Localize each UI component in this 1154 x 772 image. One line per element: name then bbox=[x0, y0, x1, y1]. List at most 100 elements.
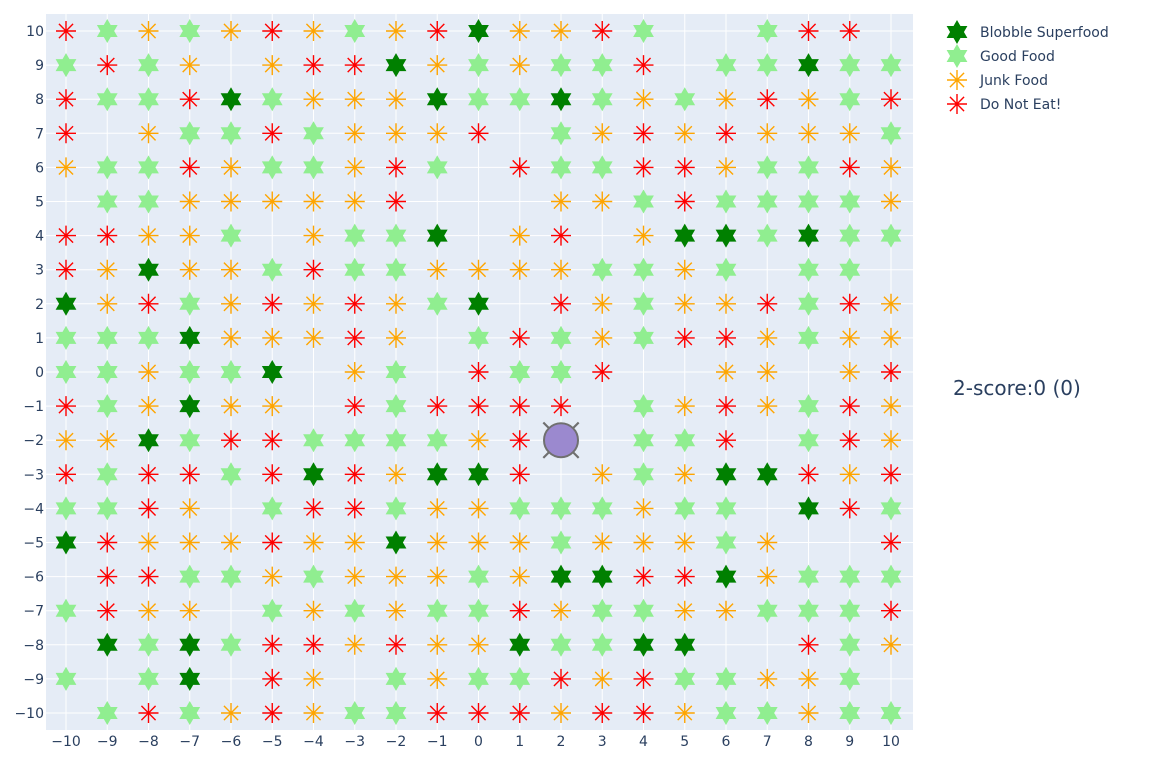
junk-food-marker bbox=[881, 293, 901, 314]
good-food-marker bbox=[880, 53, 902, 78]
junk-food-marker bbox=[386, 566, 406, 587]
junk-food-marker bbox=[716, 362, 736, 382]
good-food-marker bbox=[509, 87, 531, 112]
do-not-eat-marker bbox=[839, 157, 860, 178]
junk-food-marker bbox=[303, 293, 324, 314]
good-food-marker bbox=[138, 87, 159, 112]
do-not-eat-marker bbox=[344, 55, 365, 76]
superfood-marker bbox=[220, 87, 242, 112]
good-food-marker bbox=[344, 428, 366, 453]
good-food-marker bbox=[798, 291, 819, 316]
good-food-marker bbox=[426, 598, 448, 623]
good-food-marker bbox=[385, 666, 407, 691]
good-food-marker bbox=[179, 701, 201, 725]
good-food-marker bbox=[839, 632, 861, 657]
good-food-marker bbox=[715, 257, 737, 282]
do-not-eat-marker bbox=[427, 396, 448, 417]
score-label: 2-score:0 (0) bbox=[953, 376, 1081, 400]
junk-food-marker bbox=[386, 123, 406, 144]
do-not-eat-marker bbox=[221, 430, 241, 451]
x-tick-label: 6 bbox=[722, 734, 731, 750]
junk-food-marker bbox=[509, 566, 530, 587]
junk-food-marker bbox=[344, 157, 365, 178]
good-food-marker bbox=[591, 632, 613, 657]
junk-food-marker bbox=[221, 327, 241, 348]
do-not-eat-marker bbox=[303, 634, 324, 655]
good-food-marker bbox=[880, 564, 902, 589]
superfood-marker bbox=[138, 428, 159, 453]
good-food-marker bbox=[591, 53, 613, 78]
good-food-marker bbox=[96, 701, 118, 725]
do-not-eat-marker bbox=[592, 21, 613, 41]
good-food-marker bbox=[674, 666, 696, 691]
superfood-marker bbox=[550, 87, 572, 112]
x-tick-label: 8 bbox=[804, 734, 813, 750]
do-not-eat-marker bbox=[716, 123, 736, 144]
good-food-marker bbox=[756, 155, 778, 180]
do-not-eat-marker bbox=[798, 464, 819, 485]
junk-food-marker bbox=[221, 293, 241, 314]
good-food-marker bbox=[303, 121, 324, 146]
do-not-eat-marker bbox=[757, 89, 778, 110]
good-food-marker bbox=[468, 53, 489, 78]
x-tick-label: −3 bbox=[344, 734, 365, 750]
junk-food-marker bbox=[427, 498, 448, 519]
y-tick-label: −8 bbox=[23, 638, 44, 654]
good-food-marker bbox=[385, 257, 407, 282]
good-food-marker bbox=[55, 325, 77, 350]
junk-food-marker bbox=[179, 498, 200, 519]
junk-food-marker bbox=[303, 703, 324, 723]
junk-food-marker bbox=[551, 21, 571, 41]
good-food-marker bbox=[798, 564, 819, 589]
legend-item-superfood[interactable]: Blobble Superfood bbox=[946, 20, 1109, 44]
superfood-marker bbox=[426, 87, 448, 112]
do-not-eat-marker bbox=[179, 89, 200, 110]
good-food-marker bbox=[179, 360, 201, 384]
junk-food-marker bbox=[344, 123, 365, 144]
good-food-marker bbox=[715, 530, 737, 555]
do-not-eat-marker bbox=[56, 464, 76, 485]
good-food-marker bbox=[261, 87, 283, 112]
junk-food-marker bbox=[97, 293, 118, 314]
do-not-eat-marker bbox=[97, 566, 118, 587]
junk-food-marker bbox=[138, 123, 159, 144]
do-not-eat-marker bbox=[716, 430, 736, 451]
x-tick-label: 10 bbox=[882, 734, 900, 750]
superfood-marker bbox=[96, 632, 118, 657]
junk-food-marker bbox=[221, 532, 241, 553]
junk-food-marker bbox=[509, 225, 530, 246]
legend-item-junk-food[interactable]: Junk Food bbox=[947, 70, 1048, 90]
good-food-marker bbox=[55, 53, 77, 78]
junk-food-marker bbox=[757, 668, 778, 689]
do-not-eat-marker bbox=[179, 157, 200, 178]
junk-food-marker bbox=[839, 362, 860, 382]
good-food-marker bbox=[385, 394, 407, 419]
good-food-marker bbox=[55, 666, 77, 691]
do-not-eat-marker bbox=[303, 259, 324, 280]
junk-food-marker bbox=[592, 668, 613, 689]
do-not-eat-marker bbox=[427, 703, 448, 723]
do-not-eat-marker bbox=[179, 464, 200, 485]
junk-food-marker bbox=[798, 89, 819, 110]
x-tick-label: 2 bbox=[557, 734, 566, 750]
superfood-marker bbox=[715, 462, 737, 487]
junk-food-marker bbox=[179, 259, 200, 280]
superfood-marker bbox=[591, 564, 613, 589]
do-not-eat-marker bbox=[839, 430, 860, 451]
legend-item-do-not-eat[interactable]: Do Not Eat! bbox=[947, 94, 1061, 114]
superfood-marker bbox=[179, 666, 201, 691]
good-food-marker bbox=[798, 189, 819, 214]
superfood-marker bbox=[303, 462, 324, 487]
superfood-marker bbox=[138, 257, 159, 282]
do-not-eat-marker bbox=[262, 703, 283, 723]
junk-food-marker bbox=[551, 703, 571, 723]
junk-food-marker bbox=[427, 259, 448, 280]
do-not-eat-marker bbox=[262, 668, 283, 689]
do-not-eat-marker bbox=[551, 225, 571, 246]
x-tick-label: −2 bbox=[386, 734, 407, 750]
legend-item-good-food[interactable]: Good Food bbox=[946, 44, 1055, 68]
junk-food-marker bbox=[633, 225, 654, 246]
superfood-marker bbox=[426, 223, 448, 248]
junk-food-marker bbox=[757, 327, 778, 348]
junk-food-marker bbox=[509, 259, 530, 280]
